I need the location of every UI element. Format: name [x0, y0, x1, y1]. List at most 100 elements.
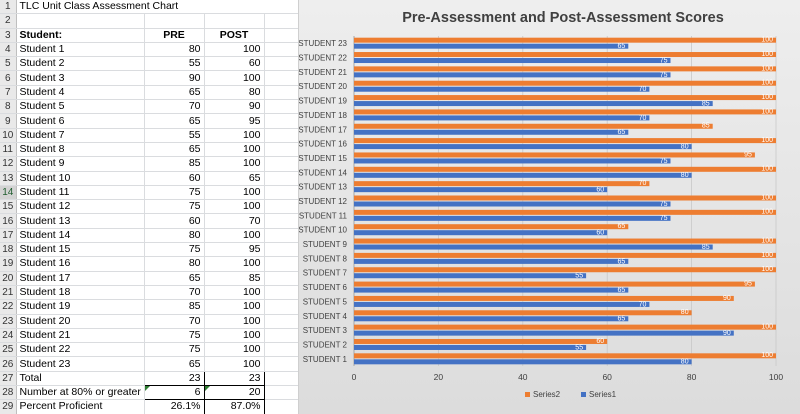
row-header[interactable]: 22: [0, 299, 17, 315]
pre-score-cell[interactable]: 75: [144, 342, 205, 358]
summary-label-cell[interactable]: Total: [16, 371, 145, 387]
empty-cell[interactable]: [264, 228, 298, 244]
row-header[interactable]: 14: [0, 185, 17, 201]
post-score-cell[interactable]: 100: [204, 185, 265, 201]
student-name-cell[interactable]: Student 14: [16, 228, 145, 244]
empty-cell[interactable]: [264, 70, 298, 86]
pre-score-cell[interactable]: 75: [144, 199, 205, 215]
pre-score-cell[interactable]: 90: [144, 70, 205, 86]
empty-cell[interactable]: [264, 342, 298, 358]
row-header[interactable]: 11: [0, 142, 17, 158]
empty-cell[interactable]: [264, 185, 298, 201]
pre-score-cell[interactable]: 75: [144, 328, 205, 344]
post-score-cell[interactable]: 100: [204, 299, 265, 315]
row-header[interactable]: 12: [0, 156, 17, 172]
post-score-cell[interactable]: 95: [204, 242, 265, 258]
post-score-cell[interactable]: 100: [204, 285, 265, 301]
empty-cell[interactable]: [264, 128, 298, 143]
student-name-cell[interactable]: Student 20: [16, 314, 145, 329]
row-header[interactable]: 4: [0, 42, 17, 58]
empty-cell[interactable]: [264, 199, 298, 215]
summary-pre-cell[interactable]: 6: [143, 385, 205, 401]
empty-cell[interactable]: [264, 271, 298, 286]
empty-cell[interactable]: [264, 56, 298, 72]
row-header[interactable]: 24: [0, 328, 17, 344]
pre-score-cell[interactable]: 85: [144, 156, 205, 172]
pre-score-cell[interactable]: 75: [144, 185, 205, 201]
post-score-cell[interactable]: 100: [204, 342, 265, 358]
sheet-title[interactable]: TLC Unit Class Assessment Chart: [16, 0, 298, 15]
row-header[interactable]: 26: [0, 356, 17, 372]
empty-cell[interactable]: [264, 299, 298, 315]
empty-cell[interactable]: [264, 99, 298, 115]
row-header[interactable]: 6: [0, 70, 17, 86]
post-header-cell[interactable]: POST: [204, 28, 265, 43]
post-score-cell[interactable]: 100: [204, 142, 265, 158]
empty-cell[interactable]: [264, 242, 298, 258]
empty-cell[interactable]: [264, 328, 298, 344]
student-name-cell[interactable]: Student 4: [16, 85, 145, 101]
pre-score-cell[interactable]: 60: [144, 213, 205, 229]
pre-score-cell[interactable]: 65: [144, 356, 205, 372]
empty-cell[interactable]: [264, 213, 298, 229]
row-header[interactable]: 13: [0, 171, 17, 186]
empty-cell[interactable]: [264, 314, 298, 329]
student-name-cell[interactable]: Student 12: [16, 199, 145, 215]
empty-cell[interactable]: [264, 85, 298, 101]
pre-score-cell[interactable]: 80: [144, 256, 205, 272]
summary-post-cell[interactable]: 87.0%: [203, 399, 265, 414]
pre-score-cell[interactable]: 65: [144, 85, 205, 101]
post-score-cell[interactable]: 100: [204, 42, 265, 58]
post-score-cell[interactable]: 85: [204, 271, 265, 286]
summary-post-cell[interactable]: 20: [203, 385, 265, 401]
student-name-cell[interactable]: Student 21: [16, 328, 145, 344]
post-score-cell[interactable]: 100: [204, 199, 265, 215]
pre-score-cell[interactable]: 80: [144, 228, 205, 244]
post-score-cell[interactable]: 80: [204, 85, 265, 101]
pre-score-cell[interactable]: 65: [144, 271, 205, 286]
summary-post-cell[interactable]: 23: [203, 370, 265, 387]
student-name-cell[interactable]: Student 5: [16, 99, 145, 115]
post-score-cell[interactable]: 65: [204, 171, 265, 186]
summary-pre-cell[interactable]: 23: [143, 370, 205, 387]
empty-cell[interactable]: [264, 256, 298, 272]
row-header[interactable]: 19: [0, 256, 17, 272]
row-header[interactable]: 29: [0, 399, 17, 414]
post-score-cell[interactable]: 100: [204, 356, 265, 372]
student-name-cell[interactable]: Student 8: [16, 142, 145, 158]
student-header-cell[interactable]: Student:: [16, 28, 145, 43]
row-header[interactable]: 28: [0, 385, 17, 401]
pre-score-cell[interactable]: 55: [144, 128, 205, 143]
student-name-cell[interactable]: Student 6: [16, 113, 145, 129]
empty-cell[interactable]: [264, 171, 298, 186]
post-score-cell[interactable]: 100: [204, 128, 265, 143]
row-header[interactable]: 25: [0, 342, 17, 358]
student-name-cell[interactable]: Student 16: [16, 256, 145, 272]
pre-score-cell[interactable]: 70: [144, 99, 205, 115]
row-header[interactable]: 3: [0, 28, 17, 43]
pre-score-cell[interactable]: 80: [144, 42, 205, 58]
student-name-cell[interactable]: Student 9: [16, 156, 145, 172]
row-header[interactable]: 1: [0, 0, 17, 15]
pre-score-cell[interactable]: 65: [144, 142, 205, 158]
student-name-cell[interactable]: Student 7: [16, 128, 145, 143]
post-score-cell[interactable]: 95: [204, 113, 265, 129]
empty-cell[interactable]: [204, 13, 265, 29]
row-header[interactable]: 15: [0, 199, 17, 215]
row-header[interactable]: 8: [0, 99, 17, 115]
post-score-cell[interactable]: 60: [204, 56, 265, 72]
empty-cell[interactable]: [264, 356, 298, 372]
empty-cell[interactable]: [264, 42, 298, 58]
empty-cell[interactable]: [16, 13, 145, 29]
student-name-cell[interactable]: Student 19: [16, 299, 145, 315]
row-header[interactable]: 23: [0, 314, 17, 329]
student-name-cell[interactable]: Student 13: [16, 213, 145, 229]
row-header[interactable]: 2: [0, 13, 17, 29]
row-header[interactable]: 18: [0, 242, 17, 258]
row-header[interactable]: 17: [0, 228, 17, 244]
row-header[interactable]: 5: [0, 56, 17, 72]
empty-cell[interactable]: [264, 385, 298, 401]
post-score-cell[interactable]: 100: [204, 314, 265, 329]
empty-cell[interactable]: [264, 285, 298, 301]
student-name-cell[interactable]: Student 3: [16, 70, 145, 86]
